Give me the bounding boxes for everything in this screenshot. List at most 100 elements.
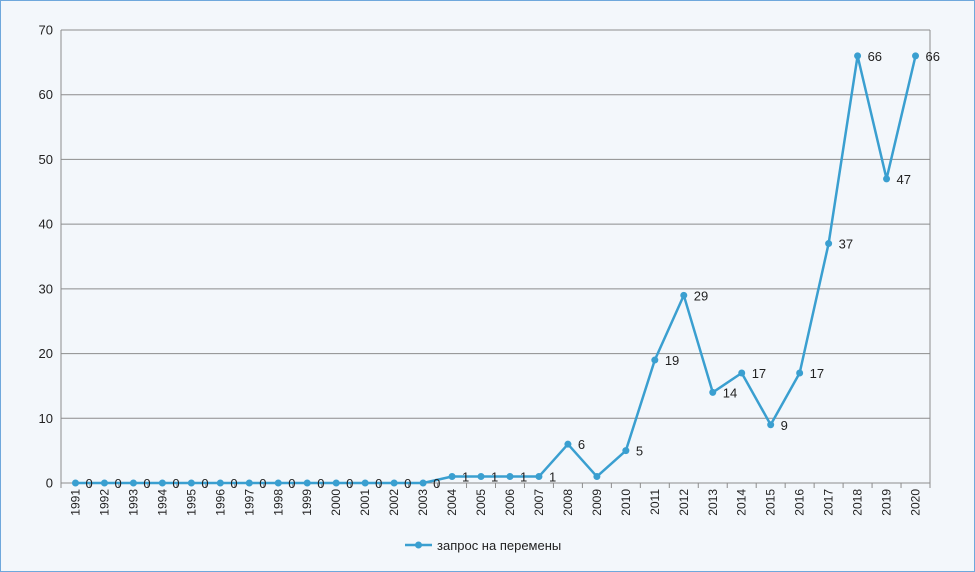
x-tick-label: 2016 [793,489,807,516]
data-label: 5 [636,444,643,459]
x-tick-label: 1995 [184,489,198,516]
data-label: 0 [230,476,237,491]
x-tick-label: 2002 [387,489,401,516]
data-label: 47 [897,172,911,187]
x-tick-label: 2006 [503,489,517,516]
data-label: 0 [288,476,295,491]
data-point [738,369,746,377]
data-point [419,479,427,487]
data-point [912,52,920,60]
y-tick-label: 40 [39,217,53,232]
x-tick-label: 2003 [416,489,430,516]
data-point [564,440,572,448]
data-label: 0 [143,476,150,491]
data-label: 19 [665,353,679,368]
x-tick-label: 2000 [329,489,343,516]
data-label: 1 [491,470,498,485]
legend: запрос на перемены [405,538,561,553]
data-point [883,175,891,183]
x-tick-label: 2009 [590,489,604,516]
y-tick-label: 0 [46,476,53,491]
data-point [651,356,659,364]
x-tick-label: 1998 [271,489,285,516]
data-point [506,473,514,481]
x-tick-label: 1999 [300,489,314,516]
data-label: 0 [201,476,208,491]
data-label: 0 [114,476,121,491]
data-label: 29 [694,288,708,303]
x-tick-label: 2010 [619,489,633,516]
data-point [825,240,833,248]
x-tick-label: 2018 [851,489,865,516]
data-label: 17 [810,366,824,381]
x-tick-label: 2007 [532,489,546,516]
data-point [622,447,630,455]
data-point [158,479,166,487]
x-tick-label: 1993 [126,489,140,516]
data-label: 66 [926,49,940,64]
data-point [245,479,253,487]
y-axis-ticks: 0 10 20 30 40 50 60 70 [39,23,53,491]
x-tick-label: 1992 [97,489,111,516]
x-tick-label: 2005 [474,489,488,516]
data-label: 1 [462,470,469,485]
x-tick-label: 2014 [735,489,749,516]
data-point [187,479,195,487]
data-point [332,479,340,487]
y-tick-label: 30 [39,281,53,296]
x-tick-label: 2001 [358,489,372,516]
data-point [100,479,108,487]
data-label: 0 [259,476,266,491]
data-label: 0 [404,476,411,491]
data-point [303,479,311,487]
x-tick-label: 2013 [706,489,720,516]
x-tick-label: 2019 [880,489,894,516]
y-tick-label: 70 [39,23,53,38]
x-tick-label: 1996 [213,489,227,516]
x-tick-label: 2017 [822,489,836,516]
data-point [709,388,717,396]
x-tick-label: 1994 [155,489,169,516]
data-labels: 0 0 0 0 0 0 0 0 0 0 0 0 0 1 1 1 1 6 5 19 29 14 17 9 17 37 66 47 66 [85,49,940,491]
legend-label: запрос на перемены [437,538,561,553]
data-point [390,479,398,487]
data-label: 0 [317,476,324,491]
data-label: 14 [723,385,737,400]
data-point [680,291,688,299]
data-point [129,479,137,487]
data-point [535,473,543,481]
data-point [477,473,485,481]
series-line [75,54,917,485]
data-label: 9 [781,418,788,433]
data-label: 1 [520,470,527,485]
data-point [448,473,456,481]
y-tick-label: 20 [39,346,53,361]
data-point [216,479,224,487]
x-tick-label: 1991 [68,489,82,516]
data-label: 0 [172,476,179,491]
y-tick-label: 50 [39,152,53,167]
data-point [767,421,775,429]
y-tick-label: 60 [39,87,53,102]
data-label: 0 [375,476,382,491]
y-tick-label: 10 [39,411,53,426]
data-label: 66 [868,49,882,64]
data-point [854,52,862,60]
legend-marker [415,541,422,549]
data-label: 0 [433,476,440,491]
data-label: 6 [578,437,585,452]
x-tick-label: 2020 [909,489,923,516]
data-point [361,479,369,487]
x-tick-label: 2012 [677,489,691,516]
data-point [274,479,282,487]
data-point [71,479,79,487]
x-tick-label: 2011 [648,489,662,515]
data-label: 37 [839,237,853,252]
data-label: 0 [346,476,353,491]
gridlines [60,29,931,484]
data-point [796,369,804,377]
data-label: 1 [549,470,556,485]
data-label: 0 [85,476,92,491]
x-tick-label: 1997 [242,489,256,516]
